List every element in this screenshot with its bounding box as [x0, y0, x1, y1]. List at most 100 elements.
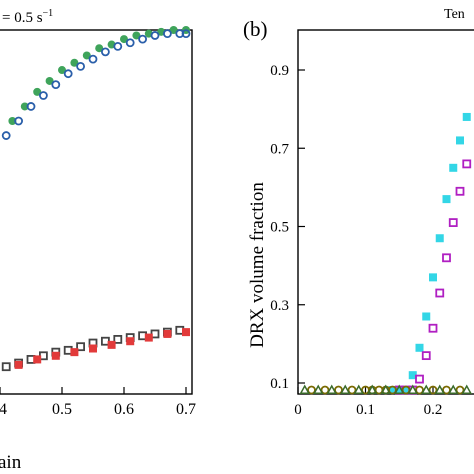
- panel-b-y-tick-label: 0.9: [270, 63, 289, 79]
- panel-b-x-ticks: 0 0.1 0.2: [294, 387, 442, 418]
- panel-b-x-tick-label: 0.1: [356, 402, 375, 418]
- panel-a-point-series-1: [8, 117, 17, 125]
- panel-a-x-label: ain: [0, 452, 22, 473]
- panel-b-point-series-3: [347, 385, 357, 395]
- panel-b-label: (b): [243, 17, 268, 41]
- panel-b-point-series-2: [428, 323, 438, 333]
- panel-b-point-series-3: [307, 385, 316, 395]
- panel-b: (b) Ten DRX volume fraction 0.1 0.3 0.5 0.7…: [243, 7, 474, 418]
- panel-a-x-tick-label: 0.5: [52, 401, 72, 418]
- panel-b-point-series-4: [366, 384, 378, 394]
- panel-a-point-series-2: [14, 116, 24, 126]
- panel-a-point-series-1: [82, 51, 91, 60]
- panel-a-point-series-3: [76, 342, 85, 352]
- panel-a-x-tick-label: 4: [0, 401, 7, 418]
- panel-b-point-series-4: [434, 384, 446, 394]
- panel-b-point-series-3: [334, 385, 343, 395]
- panel-a-point-series-1: [33, 87, 42, 96]
- panel-a-x-tick-label: 0.6: [114, 401, 134, 418]
- panel-a-point-series-2: [181, 29, 191, 39]
- panel-a-point-series-1: [45, 76, 54, 85]
- panel-b-y-tick-label: 0.7: [270, 141, 289, 157]
- panel-a-point-series-1: [20, 102, 29, 111]
- panel-b-point-series-1: [435, 234, 444, 243]
- panel-b-y-tick-label: 0.1: [270, 376, 289, 392]
- panel-b-y-label: DRX volume fraction: [247, 182, 268, 348]
- panel-b-point-series-2: [448, 218, 458, 227]
- panel-a-point-series-4: [70, 348, 79, 357]
- panel-a-x-ticks: 4 0.5 0.6 0.7: [0, 387, 196, 418]
- panel-b-point-series-1: [415, 343, 424, 352]
- panel-b-point-series-3: [320, 385, 330, 395]
- panel-a-point-series-1: [95, 44, 104, 53]
- panel-b-point-series-3: [442, 385, 451, 395]
- panel-b-marks: [299, 112, 473, 395]
- panel-b-point-series-4: [393, 384, 405, 394]
- panel-a-title: = 0.5 s−1: [2, 8, 53, 26]
- panel-a-point-series-2: [51, 80, 61, 89]
- panel-b-point-series-2: [415, 374, 424, 384]
- panel-b-point-series-2: [421, 351, 431, 361]
- panel-b-point-series-1: [462, 112, 471, 121]
- panel-b-point-series-3: [428, 385, 438, 395]
- panel-b-point-series-2: [455, 186, 465, 196]
- panel-a-marks: [1, 26, 191, 372]
- panel-a-point-series-2: [138, 34, 148, 44]
- panel-b-point-series-1: [402, 386, 410, 394]
- panel-a-point-series-4: [89, 344, 97, 353]
- panel-b-frame: [297, 29, 474, 395]
- panel-a-point-series-4: [14, 360, 23, 369]
- panel-a-point-series-1: [120, 35, 128, 44]
- panel-b-x-tick-label: 0.2: [424, 402, 443, 418]
- panel-b-y-tick-label: 0.3: [270, 298, 289, 314]
- panel-a-point-series-2: [125, 38, 135, 48]
- panel-b-point-series-2: [442, 253, 451, 263]
- panel-b-point-series-4: [447, 384, 459, 394]
- panel-a-point-series-2: [76, 62, 85, 71]
- panel-b-point-series-4: [407, 384, 419, 394]
- panel-b-point-series-1: [395, 386, 404, 394]
- panel-a-point-series-4: [33, 355, 42, 364]
- panel-b-point-series-3: [401, 385, 411, 395]
- panel-a-point-series-4: [51, 351, 60, 360]
- panel-a-point-series-4: [126, 337, 135, 346]
- panel-a-point-series-1: [132, 31, 141, 40]
- panel-b-point-series-1: [422, 312, 431, 321]
- panel-b-x-tick-label: 0: [294, 402, 302, 418]
- panel-b-point-series-4: [353, 384, 365, 394]
- panel-a: = 0.5 s−1 4 0.5 0.6 0.7 ain: [0, 8, 196, 473]
- panel-b-y-ticks: 0.1 0.3 0.5 0.7 0.9: [270, 63, 305, 392]
- panel-b-point-series-1: [388, 386, 397, 394]
- panel-a-point-series-2: [113, 41, 123, 51]
- panel-b-point-series-4: [380, 384, 392, 394]
- panel-b-point-series-2: [435, 288, 445, 298]
- panel-b-point-series-1: [449, 163, 458, 172]
- panel-a-point-series-3: [1, 362, 11, 372]
- panel-b-point-series-3: [415, 385, 424, 395]
- panel-a-frame: [0, 29, 193, 395]
- panel-a-point-series-1: [169, 26, 178, 34]
- panel-a-point-series-2: [63, 69, 73, 79]
- panel-a-point-series-2: [150, 31, 160, 40]
- panel-b-point-series-1: [456, 136, 464, 145]
- panel-a-point-series-1: [58, 66, 66, 75]
- panel-b-point-series-2: [462, 159, 472, 169]
- panel-b-point-series-3: [388, 385, 397, 395]
- panel-a-point-series-4: [182, 328, 190, 337]
- panel-a-point-series-2: [162, 29, 172, 39]
- panel-a-point-series-2: [101, 47, 110, 57]
- panel-a-point-series-4: [144, 333, 153, 342]
- panel-a-point-series-1: [70, 58, 79, 67]
- panel-a-point-series-2: [1, 131, 11, 140]
- panel-a-point-series-4: [163, 329, 172, 338]
- panel-a-x-tick-label: 0.7: [176, 401, 196, 418]
- panel-b-point-series-4: [420, 384, 432, 394]
- panel-b-y-tick-label: 0.5: [270, 220, 289, 236]
- panel-a-point-series-3: [113, 334, 123, 344]
- panel-a-point-series-2: [39, 91, 48, 100]
- panel-b-point-series-1: [408, 371, 417, 380]
- panel-a-point-series-4: [107, 340, 116, 349]
- panel-b-point-series-4: [312, 384, 324, 394]
- panel-b-point-series-3: [455, 385, 465, 395]
